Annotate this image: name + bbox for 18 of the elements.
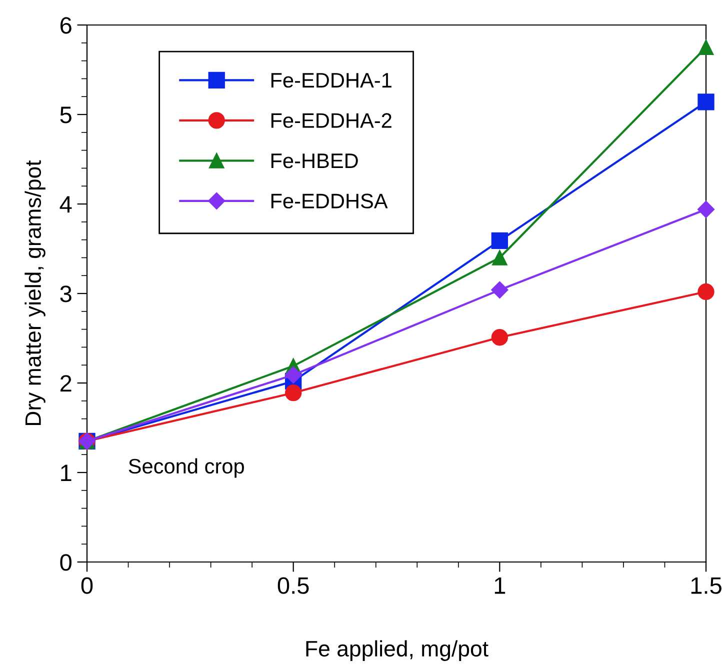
y-tick-label: 5 [60, 106, 72, 124]
x-tick-label: 0 [81, 577, 93, 594]
y-tick-label: 4 [60, 196, 72, 213]
annotation: Second crop [128, 458, 244, 478]
x-tick-label: 1 [494, 577, 506, 594]
x-axis-title: Fe applied, mg/pot [306, 640, 488, 661]
y-tick-label: 6 [60, 17, 72, 34]
legend-label: Fe-EDDHA-2 [271, 113, 392, 128]
y-axis-title: Dry matter yield, grams/pot [24, 160, 46, 426]
y-tick-label: 0 [60, 554, 72, 571]
legend-label: Fe-EDDHA-1 [271, 73, 392, 88]
legend-label: Fe-EDDHSA [271, 194, 388, 208]
y-tick-label: 1 [61, 464, 72, 482]
y-tick-label: 3 [60, 286, 72, 302]
y-tick-label: 2 [60, 375, 72, 392]
x-tick-label: 0.5 [278, 577, 309, 594]
legend-label: Fe-HBED [271, 154, 358, 168]
x-tick-label: 1.5 [691, 577, 722, 594]
